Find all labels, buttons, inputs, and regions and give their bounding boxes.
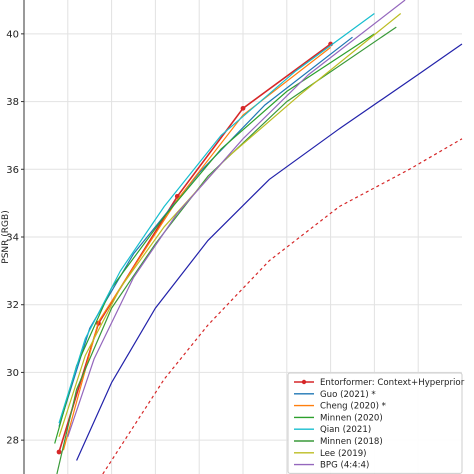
y-tick-label: 34 xyxy=(6,233,19,244)
legend: Entorformer: Context+Hyperprior Guo (2021… xyxy=(287,372,465,474)
legend-entry-label: Lee (2019) xyxy=(320,449,367,459)
y-axis-label: PSNR (RGB) xyxy=(1,210,11,263)
y-tick-label: 28 xyxy=(6,436,19,447)
legend-box xyxy=(287,372,463,474)
series-lines xyxy=(54,0,463,474)
legend-entry-label: Entorformer: Context+Hyperprior xyxy=(320,378,465,388)
series-line-9 xyxy=(76,43,463,461)
axes: 28 30 32 34 36 38 40 PSNR (RGB) xyxy=(1,0,25,474)
series-line-5 xyxy=(58,13,375,424)
series-point xyxy=(240,105,246,111)
legend-entry-label: Guo (2021) * xyxy=(320,390,376,400)
series-line-10 xyxy=(102,138,463,474)
legend-marker xyxy=(301,379,307,385)
legend-entry-label: Qian (2021) xyxy=(320,425,371,435)
series-line-8 xyxy=(67,0,406,437)
legend-entry-label: Cheng (2020) * xyxy=(320,402,387,412)
legend-entry-label: BPG (4:4:4) xyxy=(320,461,369,471)
legend-entry-label: Minnen (2020) xyxy=(320,413,383,423)
y-tick-label: 30 xyxy=(6,368,19,379)
y-tick-label: 32 xyxy=(6,300,19,311)
y-tick-label: 38 xyxy=(6,97,19,108)
y-tick-label: 40 xyxy=(6,29,19,40)
legend-entry-label: Minnen (2018) xyxy=(320,437,383,447)
y-tick-label: 36 xyxy=(6,165,19,176)
series-point xyxy=(56,449,62,455)
series-line-6 xyxy=(56,26,397,474)
series-line-7 xyxy=(58,13,402,437)
